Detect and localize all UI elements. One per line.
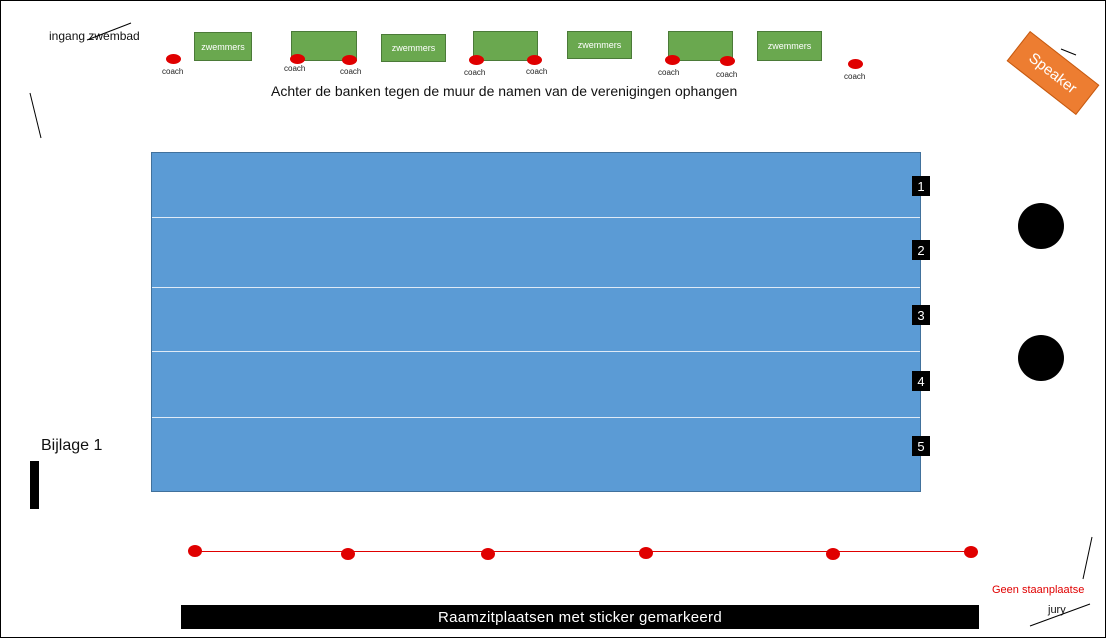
speaker-door-line xyxy=(1060,48,1077,56)
window-seats-label: Raamzitplaatsen met sticker gemarkeerd xyxy=(437,608,722,626)
coach-marker xyxy=(527,55,542,65)
attachment-label: Bijlage 1 xyxy=(41,437,103,454)
coach-marker xyxy=(342,55,357,65)
coach-marker xyxy=(720,56,735,66)
swimmer-bench: zwemmers xyxy=(567,31,632,59)
coach-label: coach xyxy=(658,68,680,77)
window-seats-banner: Raamzitplaatsen met sticker gemarkeerd xyxy=(181,605,979,629)
lane-divider xyxy=(152,351,920,352)
entrance-door-line xyxy=(86,22,132,41)
round-marker xyxy=(1018,335,1064,381)
coach-label: coach xyxy=(340,67,362,76)
swimmer-bench xyxy=(473,31,538,61)
round-marker xyxy=(1018,203,1064,249)
coach-label: coach xyxy=(162,67,184,76)
no-standing-label: Geen staanplaatse xyxy=(992,584,1085,596)
coach-label: coach xyxy=(526,67,548,76)
lane-number: 2 xyxy=(912,240,930,260)
lane-divider xyxy=(152,417,920,418)
coach-marker xyxy=(848,59,863,69)
swimming-pool xyxy=(151,152,921,492)
coach-label: coach xyxy=(716,70,738,79)
seat-marker xyxy=(826,548,840,560)
seat-marker xyxy=(341,548,355,560)
jury-label: jury xyxy=(1048,604,1066,616)
lane-divider xyxy=(152,287,920,288)
coach-label: coach xyxy=(284,64,306,73)
lane-number: 1 xyxy=(912,176,930,196)
entrance-label: ingang zwembad xyxy=(49,29,140,43)
coach-label: coach xyxy=(844,72,866,81)
jury-door-line xyxy=(1029,603,1091,627)
lane-number: 5 xyxy=(912,436,930,456)
coach-label: coach xyxy=(464,68,486,77)
coach-marker xyxy=(166,54,181,64)
seat-marker xyxy=(639,547,653,559)
wall-instruction: Achter de banken tegen de muur de namen … xyxy=(271,83,738,99)
coach-marker xyxy=(665,55,680,65)
seat-marker xyxy=(481,548,495,560)
swimmer-bench: zwemmers xyxy=(757,31,822,61)
side-door-line xyxy=(29,92,42,139)
corner-door-line xyxy=(1082,536,1093,580)
window-seat-line xyxy=(195,551,971,552)
swimmer-bench: zwemmers xyxy=(194,32,252,61)
seat-marker xyxy=(188,545,202,557)
seat-marker xyxy=(964,546,978,558)
swimmer-bench: zwemmers xyxy=(381,34,446,62)
lane-number: 4 xyxy=(912,371,930,391)
lane-divider xyxy=(152,217,920,218)
side-bar-marker xyxy=(30,461,39,509)
lane-number: 3 xyxy=(912,305,930,325)
coach-marker xyxy=(469,55,484,65)
coach-marker xyxy=(290,54,305,64)
